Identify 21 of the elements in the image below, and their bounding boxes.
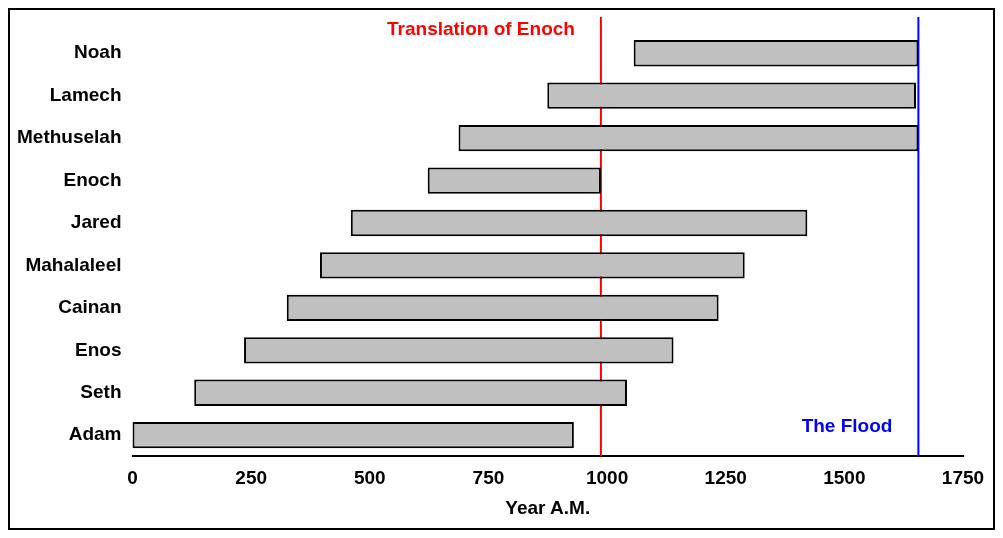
y-tick-label: Seth: [80, 380, 122, 402]
ref-line-label: Translation of Enoch: [387, 18, 575, 40]
y-tick-label: Cainan: [58, 296, 122, 318]
x-tick-label: 1000: [585, 467, 629, 489]
x-tick-label: 1500: [823, 467, 866, 489]
x-tick-label: 0: [127, 467, 138, 489]
x-tick-label: 1750: [941, 467, 985, 489]
ref-line-label: The Flood: [801, 414, 893, 436]
y-tick-label: Methuselah: [16, 126, 122, 148]
y-tick-label: Jared: [70, 211, 122, 233]
y-tick-label: Adam: [68, 423, 122, 445]
x-axis-title: Year A.M.: [505, 496, 591, 518]
y-tick-label: Noah: [74, 41, 122, 63]
y-tick-label: Lamech: [49, 83, 122, 105]
y-tick-label: Mahalaleel: [25, 253, 122, 275]
x-tick-label: 750: [472, 467, 505, 489]
x-tick-label: 1250: [704, 467, 747, 489]
x-tick-label: 500: [353, 467, 386, 489]
x-tick-label: 250: [235, 467, 268, 489]
y-tick-label: Enos: [75, 338, 122, 360]
y-tick-label: Enoch: [63, 168, 122, 190]
